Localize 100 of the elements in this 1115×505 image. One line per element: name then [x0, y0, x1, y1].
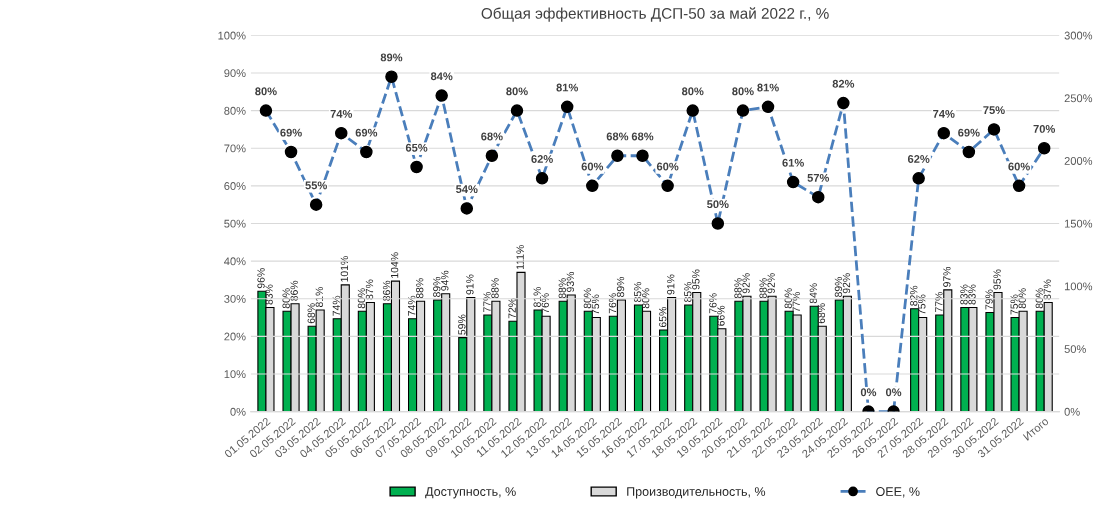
data-label: 76% [608, 293, 617, 314]
data-label: 80% [357, 288, 366, 309]
data-label: 75% [1010, 294, 1018, 315]
data-label: 88% [416, 278, 424, 299]
y2-tick-label: 300% [1064, 31, 1093, 40]
data-label: 94% [441, 270, 449, 291]
data-label: 96% [257, 268, 265, 289]
y-tick-label: 40% [224, 257, 246, 266]
chart-title: Общая эффективность ДСП-50 за май 2022 г., % [481, 7, 829, 22]
legend-label: Производительность, % [627, 487, 766, 499]
data-label: 70% [1033, 124, 1056, 133]
data-label: 81% [757, 83, 779, 92]
data-label: 75% [918, 294, 926, 315]
data-label: 60% [656, 162, 679, 171]
data-label: 92% [767, 273, 775, 294]
data-label: 88% [759, 278, 767, 299]
data-label: 80% [784, 288, 792, 309]
data-label: 74% [933, 109, 955, 118]
data-label: 84% [430, 72, 453, 81]
data-label: 85% [633, 281, 642, 303]
data-label: 84% [809, 283, 818, 304]
y-tick-label: 20% [224, 332, 246, 341]
data-label: 69% [958, 128, 980, 137]
y-tick-label: 10% [224, 370, 246, 379]
data-label: 80% [1018, 288, 1026, 309]
data-label: 65% [405, 143, 428, 152]
y-tick-label: 70% [224, 144, 246, 153]
data-label: 89% [834, 276, 843, 297]
data-label: 83% [960, 284, 968, 305]
data-label: 80% [506, 87, 528, 96]
data-label: 68% [631, 132, 654, 141]
data-label: 91% [466, 274, 474, 295]
data-label: 60% [581, 162, 604, 171]
data-label: 95% [993, 269, 1001, 290]
data-label: 97% [943, 266, 951, 287]
data-label: 77% [483, 292, 491, 312]
data-label: 86% [382, 280, 391, 301]
data-label: 62% [907, 155, 930, 163]
y2-tick-label: 50% [1064, 345, 1086, 354]
data-label: 81% [533, 287, 541, 308]
data-label: 111% [516, 245, 524, 270]
y-tick-label: 80% [224, 106, 246, 115]
data-label: 82% [832, 79, 855, 88]
data-label: 76% [541, 293, 549, 314]
y-tick-label: 90% [224, 69, 246, 78]
data-label: 74% [332, 295, 340, 316]
data-label: 95% [692, 269, 700, 290]
data-label: 93% [566, 271, 575, 292]
data-label: 82% [910, 285, 918, 306]
y-tick-label: 50% [224, 219, 246, 228]
data-label: 69% [280, 128, 302, 137]
data-label: 80% [255, 87, 277, 96]
y2-tick-label: 200% [1064, 157, 1093, 165]
data-label: 79% [985, 289, 993, 310]
data-label: 0% [885, 388, 902, 397]
data-label: 89% [616, 276, 625, 297]
data-label: 87% [365, 279, 374, 300]
data-label: 72% [508, 298, 516, 319]
data-label: 66% [717, 305, 725, 326]
data-label: 83% [968, 284, 976, 305]
data-label: 76% [709, 293, 717, 314]
data-label: 62% [531, 155, 553, 163]
data-label: 75% [983, 106, 1005, 115]
data-label: 86% [290, 280, 298, 301]
data-label: 80% [583, 288, 592, 309]
y2-tick-label: 100% [1064, 282, 1093, 291]
data-label: 65% [659, 307, 667, 328]
data-label: 101% [340, 256, 349, 282]
data-label: 80% [641, 288, 650, 309]
data-label: 68% [307, 303, 315, 324]
data-label: 81% [556, 83, 579, 92]
data-label: 69% [355, 128, 378, 137]
data-label: 89% [433, 276, 441, 297]
data-label: 68% [817, 303, 826, 324]
data-label: 0% [860, 388, 877, 397]
data-label: 57% [807, 173, 830, 182]
y-tick-label: 100% [218, 31, 246, 40]
data-label: 77% [935, 292, 943, 312]
data-label: 50% [707, 200, 729, 209]
y-tick-label: 30% [224, 294, 246, 303]
data-label: 61% [782, 158, 804, 167]
data-label: 74% [330, 109, 353, 118]
y2-tick-label: 0% [1064, 407, 1080, 416]
data-label: 77% [792, 292, 800, 312]
data-label: 104% [390, 252, 399, 278]
data-label: 68% [481, 132, 503, 141]
data-label: 80% [282, 288, 290, 309]
data-label: 54% [456, 185, 478, 194]
data-label: 92% [742, 273, 750, 294]
data-label: 88% [734, 278, 742, 299]
data-label: 83% [265, 284, 273, 305]
data-label: 80% [732, 87, 754, 96]
data-label: 85% [684, 281, 692, 303]
data-label: 87% [1043, 279, 1051, 300]
data-label: 80% [1035, 288, 1043, 309]
y2-tick-label: 250% [1064, 94, 1093, 103]
data-label: 80% [681, 87, 704, 96]
data-label: 68% [606, 132, 629, 141]
legend-label: Доступность, % [425, 487, 516, 499]
data-label: 89% [380, 53, 403, 62]
